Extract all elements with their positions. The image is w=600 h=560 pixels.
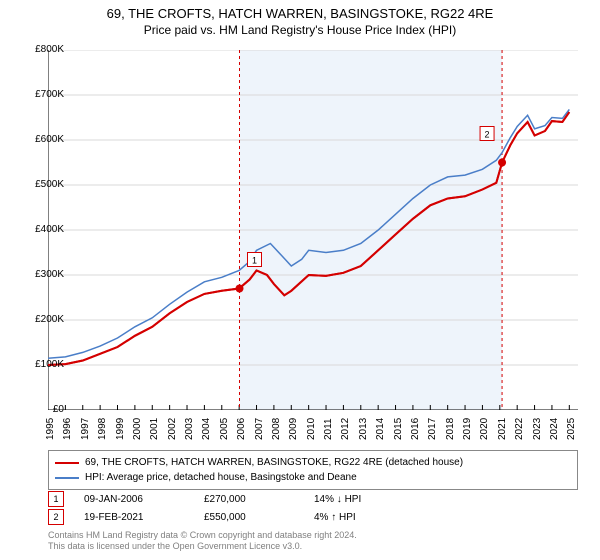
- x-tick-label: 1999: [115, 418, 126, 440]
- title-block: 69, THE CROFTS, HATCH WARREN, BASINGSTOK…: [0, 0, 600, 37]
- legend-row: HPI: Average price, detached house, Basi…: [55, 470, 571, 485]
- x-tick-label: 1995: [45, 418, 56, 440]
- legend-swatch: [55, 462, 79, 464]
- marker-table-row: 2 19-FEB-2021£550,0004% ↑ HPI: [48, 508, 424, 526]
- x-tick-label: 2013: [358, 418, 369, 440]
- chart-container: 69, THE CROFTS, HATCH WARREN, BASINGSTOK…: [0, 0, 600, 560]
- y-tick-label: £300K: [18, 269, 64, 280]
- legend-label: HPI: Average price, detached house, Basi…: [85, 472, 357, 483]
- x-tick-label: 2004: [201, 418, 212, 440]
- footer-line-2: This data is licensed under the Open Gov…: [48, 541, 357, 552]
- marker-label-1: 1: [252, 256, 257, 266]
- x-tick-label: 2011: [323, 418, 334, 440]
- marker-table-cell: 19-FEB-2021: [84, 512, 204, 523]
- legend-row: 69, THE CROFTS, HATCH WARREN, BASINGSTOK…: [55, 455, 571, 470]
- marker-table-cell: £550,000: [204, 512, 314, 523]
- y-tick-label: £700K: [18, 89, 64, 100]
- y-tick-label: £800K: [18, 44, 64, 55]
- x-tick-label: 2012: [340, 418, 351, 440]
- y-tick-label: £0: [18, 404, 64, 415]
- x-tick-label: 2017: [427, 418, 438, 440]
- marker-table: 1 09-JAN-2006£270,00014% ↓ HPI 2 19-FEB-202…: [48, 490, 424, 526]
- marker-table-box: 2: [48, 509, 64, 525]
- x-tick-label: 1996: [62, 418, 73, 440]
- x-tick-label: 2005: [219, 418, 230, 440]
- y-tick-label: £600K: [18, 134, 64, 145]
- y-tick-label: £400K: [18, 224, 64, 235]
- marker-label-2: 2: [485, 130, 490, 140]
- legend-box: 69, THE CROFTS, HATCH WARREN, BASINGSTOK…: [48, 450, 578, 490]
- y-tick-label: £100K: [18, 359, 64, 370]
- legend-swatch: [55, 477, 79, 479]
- x-tick-label: 2008: [271, 418, 282, 440]
- marker-table-cell: 14% ↓ HPI: [314, 494, 424, 505]
- x-tick-label: 2006: [236, 418, 247, 440]
- title-main: 69, THE CROFTS, HATCH WARREN, BASINGSTOK…: [0, 6, 600, 21]
- marker-table-cell: 4% ↑ HPI: [314, 512, 424, 523]
- x-tick-label: 2010: [306, 418, 317, 440]
- x-tick-label: 1998: [97, 418, 108, 440]
- marker-table-row: 1 09-JAN-2006£270,00014% ↓ HPI: [48, 490, 424, 508]
- marker-table-box: 1: [48, 491, 64, 507]
- x-tick-label: 2000: [132, 418, 143, 440]
- footer-line-1: Contains HM Land Registry data © Crown c…: [48, 530, 357, 541]
- x-tick-label: 2007: [254, 418, 265, 440]
- x-tick-label: 2024: [549, 418, 560, 440]
- y-tick-label: £500K: [18, 179, 64, 190]
- marker-dot-2: [498, 159, 506, 167]
- marker-table-cell: £270,000: [204, 494, 314, 505]
- x-tick-label: 2003: [184, 418, 195, 440]
- marker-table-cell: 09-JAN-2006: [84, 494, 204, 505]
- x-tick-label: 2002: [167, 418, 178, 440]
- x-tick-label: 2009: [288, 418, 299, 440]
- x-tick-label: 1997: [80, 418, 91, 440]
- marker-dot-1: [235, 285, 243, 293]
- x-tick-label: 2020: [479, 418, 490, 440]
- footer-attribution: Contains HM Land Registry data © Crown c…: [48, 530, 357, 553]
- x-tick-label: 2019: [462, 418, 473, 440]
- x-tick-label: 2025: [566, 418, 577, 440]
- x-tick-label: 2016: [410, 418, 421, 440]
- x-tick-label: 2015: [393, 418, 404, 440]
- x-tick-label: 2021: [497, 418, 508, 440]
- y-tick-label: £200K: [18, 314, 64, 325]
- x-tick-label: 2001: [149, 418, 160, 440]
- chart-plot-area: 12: [48, 50, 578, 410]
- title-sub: Price paid vs. HM Land Registry's House …: [0, 23, 600, 37]
- x-tick-label: 2018: [445, 418, 456, 440]
- chart-svg: 12: [48, 50, 578, 410]
- x-tick-label: 2022: [514, 418, 525, 440]
- x-tick-label: 2014: [375, 418, 386, 440]
- legend-label: 69, THE CROFTS, HATCH WARREN, BASINGSTOK…: [85, 457, 463, 468]
- x-tick-label: 2023: [532, 418, 543, 440]
